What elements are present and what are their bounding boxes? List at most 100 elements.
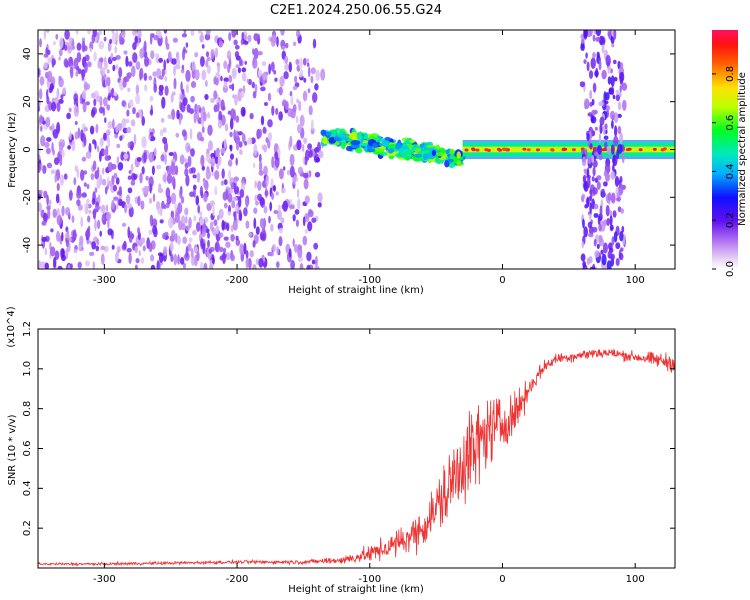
spectrogram-cell	[270, 34, 276, 47]
spectrogram-cell	[56, 214, 62, 226]
spectrogram-cell	[153, 35, 159, 41]
spectrogram-cell	[259, 218, 265, 229]
spectrogram-cell	[123, 50, 128, 55]
spectrogram-cell	[221, 180, 224, 186]
spectrogram-cell	[115, 125, 119, 134]
colorbar-tick-label: 0.2	[725, 212, 736, 228]
spectrogram-cell	[284, 42, 289, 49]
spectrogram-cell	[260, 86, 266, 92]
spectrogram-cell	[222, 105, 226, 111]
spectrogram-cell	[253, 143, 258, 156]
spectrogram-cell	[138, 250, 142, 257]
spectrogram-cell	[50, 83, 54, 91]
spectrogram-cell	[182, 97, 188, 106]
spectrogram-cell	[601, 253, 607, 266]
spectrogram-cell	[340, 141, 346, 150]
spectrogram-cell	[190, 167, 196, 174]
spectrogram-cell	[74, 131, 79, 140]
spectrogram-cell	[50, 169, 56, 175]
spectrogram-cell	[605, 205, 610, 217]
spectrogram-cell	[255, 200, 259, 206]
spectrogram-cell	[281, 187, 286, 194]
spectrogram-cell	[99, 137, 104, 147]
spectrogram-cell	[281, 45, 286, 51]
spectrogram-cell	[160, 117, 165, 123]
spectrogram-cell	[339, 132, 347, 139]
spectrogram-cell	[258, 153, 262, 163]
spectrogram-cell	[68, 107, 72, 113]
spectrogram-cell	[140, 257, 145, 264]
spectrogram-cell	[287, 169, 290, 176]
spectrogram-cell	[120, 151, 125, 161]
spectrogram-cell	[605, 92, 610, 101]
spectrogram-cell	[271, 192, 275, 200]
spectrogram-cell	[225, 189, 229, 200]
spectrogram-cell	[130, 163, 134, 173]
spectrogram-cell	[278, 111, 282, 121]
spectrogram-cell	[588, 70, 594, 79]
spectrogram-cell	[83, 136, 87, 147]
colorbar-tick-label: 0.4	[725, 163, 736, 179]
spectrogram-cell	[447, 158, 454, 163]
spectrogram-cell	[243, 207, 248, 217]
spectrogram-cell	[612, 210, 617, 218]
spectrogram-cell	[127, 61, 133, 67]
spectrogram-cell	[252, 240, 256, 248]
spectrogram-cell	[215, 225, 220, 235]
spectrogram-cell	[85, 151, 92, 159]
spectrogram-cell	[292, 85, 298, 91]
spectrogram-cell	[280, 217, 285, 224]
spectrogram-cell	[172, 91, 176, 96]
spectrogram-cell	[227, 63, 231, 74]
spectrogram-cell	[75, 71, 79, 77]
spectrogram-cell	[210, 49, 215, 59]
spectrogram-cell	[66, 112, 71, 120]
spectrogram-cell	[302, 216, 306, 227]
spectrogram-cell	[445, 149, 450, 155]
spectrogram-cell	[597, 145, 603, 155]
spectrogram-cell	[613, 59, 617, 65]
spectrogram-cell	[194, 69, 200, 81]
spectrogram-cell	[135, 61, 141, 70]
spectrogram-cell	[140, 200, 145, 210]
spectrogram-cell	[592, 34, 596, 42]
spectrogram-cell	[294, 244, 298, 253]
spectrogram-cell	[619, 132, 624, 144]
spectrogram-cell	[620, 208, 625, 214]
spectrogram-cell	[244, 60, 247, 65]
spectrogram-cell	[498, 148, 503, 152]
spectrogram-cell	[297, 198, 301, 210]
snr-x-ticks: -300 -200 -100 0 100	[93, 329, 645, 585]
spectrogram-cell	[165, 43, 170, 50]
spectrogram-cell	[423, 153, 428, 161]
spectrogram-cell	[583, 59, 587, 64]
spectrogram-cell	[211, 170, 215, 177]
spectrogram-cell	[277, 204, 281, 212]
spectrogram-cell	[205, 59, 209, 68]
spectrogram-cell	[141, 116, 145, 126]
spectrogram-cell	[294, 75, 298, 83]
spectrogram-cell	[76, 42, 82, 51]
spectrogram-cell	[280, 30, 285, 36]
spectrogram-cell	[276, 261, 280, 268]
spectrogram-cell	[226, 222, 230, 232]
spectrogram-cell	[192, 229, 197, 236]
spectrogram-cell	[158, 183, 162, 191]
spectrogram-cell	[206, 64, 211, 75]
spectrogram-cell	[589, 266, 596, 269]
spectrogram-cell	[166, 165, 172, 177]
spectrogram-cell	[317, 141, 321, 153]
spectrogram-cell	[150, 264, 156, 269]
spectrogram-cell	[81, 192, 87, 198]
spectrogram-cell	[263, 144, 268, 153]
spectrogram-cell	[273, 70, 277, 75]
spectrogram-cell	[111, 87, 115, 99]
spectrogram-cell	[107, 41, 112, 52]
spectrogram-cell	[73, 248, 78, 254]
spectrogram-cell	[288, 61, 292, 73]
spectrogram-cell	[587, 221, 593, 229]
spectrogram-cell	[90, 173, 95, 181]
spectrogram-cell	[235, 157, 238, 166]
spectrogram-cell	[185, 225, 190, 232]
